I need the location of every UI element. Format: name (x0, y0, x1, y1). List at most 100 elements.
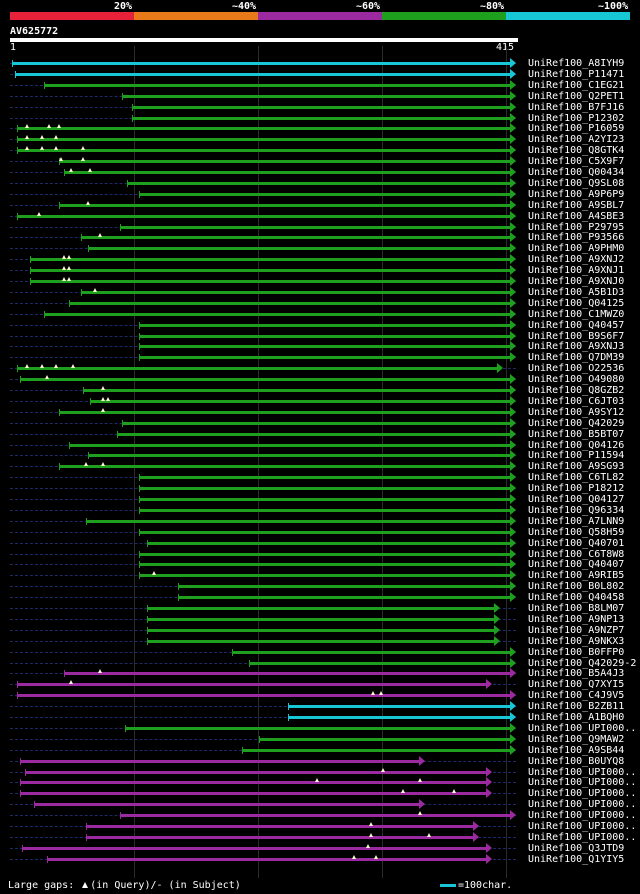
hit-row[interactable]: UniRef100_C1MWZ0 (0, 308, 640, 320)
hit-row[interactable]: UniRef100_B0L802 (0, 581, 640, 592)
hit-row[interactable]: UniRef100_P29795 (0, 221, 640, 233)
hit-bar[interactable] (14, 72, 510, 76)
hit-name-link[interactable]: UniRef100_O22536 (528, 363, 625, 375)
hit-bar[interactable] (58, 203, 510, 207)
hit-bar[interactable] (139, 334, 510, 338)
hit-row[interactable]: UniRef100_UPI000.. (0, 831, 640, 843)
hit-name-link[interactable]: UniRef100_C6T8W8 (528, 548, 625, 560)
hit-bar[interactable] (139, 563, 510, 567)
hit-name-link[interactable]: UniRef100_UPI000.. (528, 831, 637, 843)
hit-row[interactable]: UniRef100_C5X9F7 (0, 156, 640, 167)
hit-bar[interactable] (119, 225, 510, 229)
hit-row[interactable]: UniRef100_B9S6F7 (0, 330, 640, 342)
hit-name-link[interactable]: UniRef100_A9NZP7 (528, 624, 625, 636)
hit-row[interactable]: UniRef100_UPI000.. (0, 722, 640, 734)
hit-row[interactable]: UniRef100_A8IYH9 (0, 58, 640, 69)
hit-bar[interactable] (90, 399, 510, 403)
hit-name-link[interactable]: UniRef100_Q7DM39 (528, 352, 625, 364)
hit-name-link[interactable]: UniRef100_Q3JTD9 (528, 842, 625, 854)
hit-name-link[interactable]: UniRef100_Q7XYI5 (528, 679, 625, 691)
hit-bar[interactable] (17, 694, 510, 698)
hit-name-link[interactable]: UniRef100_A9XNJ0 (528, 276, 625, 287)
hit-row[interactable]: UniRef100_C6JT03 (0, 395, 640, 407)
hit-name-link[interactable]: UniRef100_A9P6P9 (528, 188, 625, 200)
hit-bar[interactable] (139, 323, 510, 327)
hit-row[interactable]: UniRef100_Q00434 (0, 167, 640, 178)
hit-name-link[interactable]: UniRef100_B0UYQ8 (528, 755, 625, 767)
hit-name-link[interactable]: UniRef100_A9RIB5 (528, 570, 625, 582)
hit-bar[interactable] (19, 792, 486, 796)
hit-row[interactable]: UniRef100_UPI000.. (0, 799, 640, 810)
hit-row[interactable]: UniRef100_C1EG21 (0, 79, 640, 91)
hit-row[interactable]: UniRef100_Q9MAW2 (0, 733, 640, 745)
hit-bar[interactable] (287, 705, 510, 709)
hit-row[interactable]: UniRef100_Q58H59 (0, 526, 640, 538)
hit-name-link[interactable]: UniRef100_A5B1D3 (528, 286, 625, 298)
hit-bar[interactable] (131, 105, 510, 109)
hit-bar[interactable] (17, 214, 510, 218)
hit-bar[interactable] (83, 389, 510, 392)
hit-bar[interactable] (122, 421, 510, 425)
hit-name-link[interactable]: UniRef100_P93566 (528, 232, 625, 244)
hit-bar[interactable] (127, 181, 510, 185)
hit-bar[interactable] (131, 116, 510, 120)
hit-name-link[interactable]: UniRef100_Q9MAW2 (528, 733, 625, 745)
hit-bar[interactable] (22, 846, 486, 850)
hit-name-link[interactable]: UniRef100_A9SB44 (528, 744, 625, 756)
hit-name-link[interactable]: UniRef100_B7FJ16 (528, 101, 625, 113)
hit-row[interactable]: UniRef100_Q7XYI5 (0, 679, 640, 690)
hit-row[interactable]: UniRef100_A9NP13 (0, 613, 640, 625)
hit-name-link[interactable]: UniRef100_Q04127 (528, 494, 625, 505)
hit-bar[interactable] (34, 803, 419, 807)
hit-name-link[interactable]: UniRef100_A9NKX3 (528, 635, 625, 647)
hit-bar[interactable] (139, 508, 510, 512)
hit-row[interactable]: UniRef100_Q42029-2 (0, 657, 640, 669)
hit-row[interactable]: UniRef100_C4J9V5 (0, 690, 640, 701)
hit-row[interactable]: UniRef100_B7FJ16 (0, 101, 640, 113)
hit-name-link[interactable]: UniRef100_P12302 (528, 112, 625, 124)
hit-name-link[interactable]: UniRef100_A9NP13 (528, 613, 625, 625)
hit-name-link[interactable]: UniRef100_A9XNJ1 (528, 265, 625, 277)
hit-bar[interactable] (29, 280, 510, 283)
hit-row[interactable]: UniRef100_A9NZP7 (0, 624, 640, 636)
hit-row[interactable]: UniRef100_Q42029 (0, 417, 640, 429)
hit-name-link[interactable]: UniRef100_A8IYH9 (528, 58, 625, 69)
hit-name-link[interactable]: UniRef100_C6TL82 (528, 472, 625, 484)
hit-name-link[interactable]: UniRef100_A9XNJ2 (528, 254, 625, 266)
hit-row[interactable]: UniRef100_Q40458 (0, 592, 640, 603)
hit-row[interactable]: UniRef100_A9XNJ0 (0, 276, 640, 287)
hit-name-link[interactable]: UniRef100_C6JT03 (528, 395, 625, 407)
hit-name-link[interactable]: UniRef100_Q00434 (528, 167, 625, 178)
hit-name-link[interactable]: UniRef100_Q58H59 (528, 526, 625, 538)
hit-name-link[interactable]: UniRef100_A9XNJ3 (528, 341, 625, 353)
hit-bar[interactable] (44, 312, 510, 316)
hit-row[interactable]: UniRef100_Q40701 (0, 537, 640, 549)
hit-name-link[interactable]: UniRef100_P11594 (528, 450, 625, 462)
hit-row[interactable]: UniRef100_B5A4J3 (0, 668, 640, 679)
hit-bar[interactable] (17, 149, 510, 153)
hit-row[interactable]: UniRef100_Q04127 (0, 494, 640, 505)
hit-row[interactable]: UniRef100_A2YI23 (0, 134, 640, 145)
hit-bar[interactable] (68, 443, 510, 447)
hit-bar[interactable] (63, 171, 510, 174)
hit-row[interactable]: UniRef100_Q7DM39 (0, 352, 640, 363)
hit-bar[interactable] (58, 465, 510, 469)
hit-row[interactable]: UniRef100_A9XNJ2 (0, 254, 640, 265)
hit-bar[interactable] (119, 814, 510, 818)
hit-bar[interactable] (241, 748, 510, 752)
hit-name-link[interactable]: UniRef100_Q40458 (528, 592, 625, 604)
hit-bar[interactable] (139, 192, 510, 196)
hit-name-link[interactable]: UniRef100_Q40407 (528, 559, 625, 571)
hit-name-link[interactable]: UniRef100_A9SG93 (528, 461, 625, 473)
hit-name-link[interactable]: UniRef100_B2ZB11 (528, 701, 625, 713)
hit-row[interactable]: UniRef100_A9XNJ3 (0, 341, 640, 352)
hit-bar[interactable] (80, 290, 510, 294)
hit-bar[interactable] (146, 617, 495, 621)
hit-bar[interactable] (85, 519, 510, 523)
hit-row[interactable]: UniRef100_A7LNN9 (0, 515, 640, 527)
hit-row[interactable]: UniRef100_B8LM07 (0, 603, 640, 614)
hit-row[interactable]: UniRef100_A9RIB5 (0, 570, 640, 581)
hit-row[interactable]: UniRef100_Q96334 (0, 504, 640, 516)
hit-name-link[interactable]: UniRef100_UPI000.. (528, 788, 637, 800)
hit-row[interactable]: UniRef100_P11471 (0, 68, 640, 80)
